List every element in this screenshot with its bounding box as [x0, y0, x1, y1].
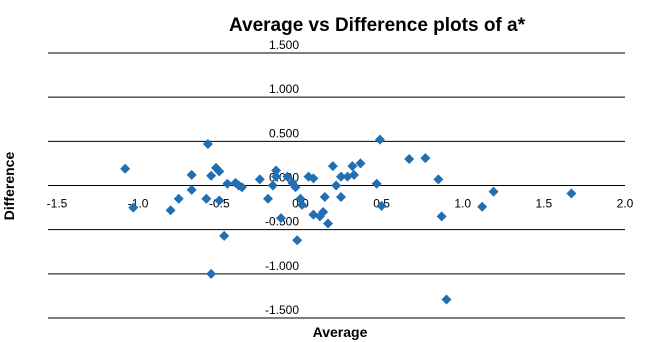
x-tick-label: 1.5 [536, 197, 553, 211]
y-tick-label: 1.500 [269, 38, 299, 52]
data-point [348, 169, 359, 180]
data-point [318, 207, 329, 217]
data-point [202, 138, 213, 149]
data-point [186, 169, 197, 180]
data-point [336, 171, 346, 182]
data-point [297, 199, 308, 210]
data-point [206, 268, 217, 279]
x-axis-title: Average [313, 324, 368, 340]
data-point [336, 191, 346, 202]
data-point [186, 184, 197, 195]
data-point [120, 163, 131, 174]
data-point [433, 174, 444, 185]
x-tick-label: 1.0 [454, 197, 471, 211]
data-point [436, 211, 447, 222]
y-tick-label: -1.000 [265, 259, 299, 273]
data-point [355, 158, 366, 169]
data-point [173, 193, 184, 204]
data-point [420, 153, 431, 164]
data-point [237, 182, 248, 193]
data-point [347, 161, 358, 172]
data-point [290, 182, 301, 193]
data-point [292, 235, 303, 246]
data-point [374, 134, 385, 145]
data-points [120, 134, 577, 305]
data-point [201, 193, 212, 204]
y-axis-title: Difference [1, 152, 17, 221]
data-point [206, 170, 217, 181]
data-point [327, 161, 338, 172]
data-point [165, 205, 176, 216]
y-tick-label: 1.000 [269, 82, 299, 96]
data-point [376, 200, 387, 211]
y-tick-label: -1.500 [265, 303, 299, 317]
data-point [323, 218, 334, 229]
data-point [222, 178, 233, 189]
data-point [282, 171, 293, 182]
data-point [308, 173, 319, 184]
data-point [477, 201, 488, 212]
data-point [128, 202, 139, 213]
gridlines [48, 52, 625, 319]
data-point [271, 171, 282, 182]
data-point [441, 294, 452, 305]
data-point [319, 191, 330, 202]
data-point [254, 174, 265, 185]
y-tick-label: 0.500 [269, 126, 299, 140]
data-point [331, 180, 342, 191]
data-point [371, 178, 382, 189]
data-point [404, 154, 415, 164]
data-point [214, 195, 225, 206]
data-point [488, 186, 499, 197]
chart-title: Average vs Difference plots of a* [229, 15, 526, 36]
data-point [271, 165, 282, 176]
data-point [219, 230, 230, 241]
data-point [566, 188, 577, 199]
data-point [267, 180, 278, 191]
data-point [214, 166, 225, 177]
data-point [275, 213, 286, 224]
x-tick-label: 2.0 [617, 197, 634, 211]
x-tick-label: -1.5 [47, 197, 68, 211]
data-point [262, 193, 273, 204]
